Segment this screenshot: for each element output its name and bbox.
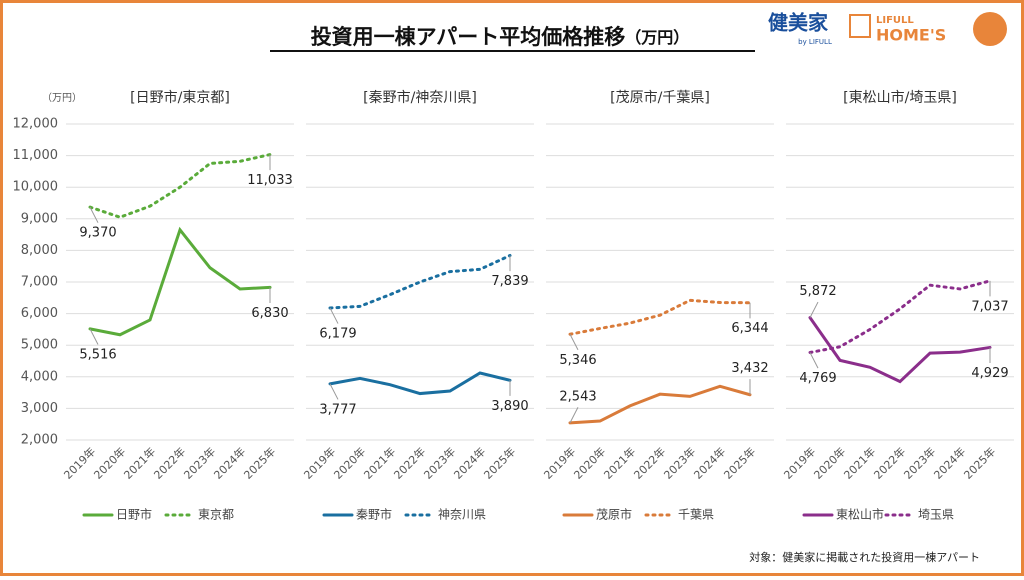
legend-label: 日野市 <box>116 507 152 522</box>
legend-label: 茂原市 <box>596 507 632 522</box>
home-icon <box>849 14 871 38</box>
series-line <box>328 371 512 396</box>
brand-sub: by LIFULL <box>798 38 832 46</box>
value-label: 6,179 <box>319 326 356 341</box>
footnote: 対象：健美家に掲載された投資用一棟アパート <box>749 550 980 564</box>
label-leader <box>329 307 339 324</box>
series-line <box>88 226 272 337</box>
label-leader <box>809 301 819 318</box>
value-label: 6,344 <box>731 321 768 336</box>
label-leader <box>329 383 339 400</box>
value-label: 7,839 <box>491 274 528 289</box>
value-label: 2,543 <box>559 389 596 404</box>
value-label: 3,432 <box>731 361 768 376</box>
legend-label: 東松山市 <box>836 507 884 522</box>
y-tick-label: 4,000 <box>21 369 58 384</box>
y-tick-label: 11,000 <box>13 148 59 163</box>
series-line <box>808 279 992 354</box>
series-line <box>328 253 512 310</box>
value-label: 11,033 <box>247 173 293 188</box>
legend-label: 千葉県 <box>678 508 714 522</box>
mascot <box>973 12 1007 46</box>
y-tick-label: 6,000 <box>21 306 58 321</box>
panel-title: [東松山市/埼玉県] <box>843 89 957 106</box>
y-unit: （万円） <box>42 92 82 104</box>
label-leader <box>569 407 579 424</box>
y-tick-label: 3,000 <box>21 401 58 416</box>
y-tick-label: 9,000 <box>21 211 58 226</box>
y-tick-label: 2,000 <box>21 433 58 448</box>
value-label: 9,370 <box>79 226 116 241</box>
label-leader <box>569 334 579 351</box>
series-line <box>88 153 272 219</box>
title-unit: （万円） <box>625 28 689 47</box>
title-main: 投資用一棟アパート平均価格推移 <box>311 25 626 49</box>
panel-title: [秦野市/神奈川県] <box>363 89 477 106</box>
legend-label: 秦野市 <box>356 507 392 522</box>
y-tick-label: 10,000 <box>13 180 59 195</box>
partner-top: LIFULL <box>876 15 914 26</box>
value-label: 5,872 <box>799 284 836 299</box>
value-label: 6,830 <box>251 306 288 321</box>
page-title: 投資用一棟アパート平均価格推移（万円） <box>311 25 690 49</box>
value-label: 4,929 <box>971 366 1008 381</box>
partner-logo: HOME'S <box>876 26 946 45</box>
y-tick-label: 12,000 <box>13 117 59 132</box>
y-tick-label: 7,000 <box>21 275 58 290</box>
label-leader <box>89 328 99 345</box>
brand-logo: 健美家 <box>768 11 829 35</box>
series-line <box>808 316 992 384</box>
panel-title: [茂原市/千葉県] <box>610 89 710 106</box>
label-leader <box>89 206 99 223</box>
value-label: 5,516 <box>79 347 116 362</box>
value-label: 3,777 <box>319 402 356 417</box>
legend-label: 神奈川県 <box>438 508 486 522</box>
legend-label: 東京都 <box>198 508 234 522</box>
y-tick-label: 5,000 <box>21 338 58 353</box>
label-leader <box>809 352 819 369</box>
series-line <box>568 298 752 336</box>
series-line <box>568 384 752 425</box>
legend-label: 埼玉県 <box>918 508 954 522</box>
value-label: 5,346 <box>559 353 596 368</box>
value-label: 3,890 <box>491 399 528 414</box>
panel-title: [日野市/東京都] <box>130 89 230 106</box>
y-tick-label: 8,000 <box>21 243 58 258</box>
value-label: 4,769 <box>799 371 836 386</box>
value-label: 7,037 <box>971 299 1008 314</box>
